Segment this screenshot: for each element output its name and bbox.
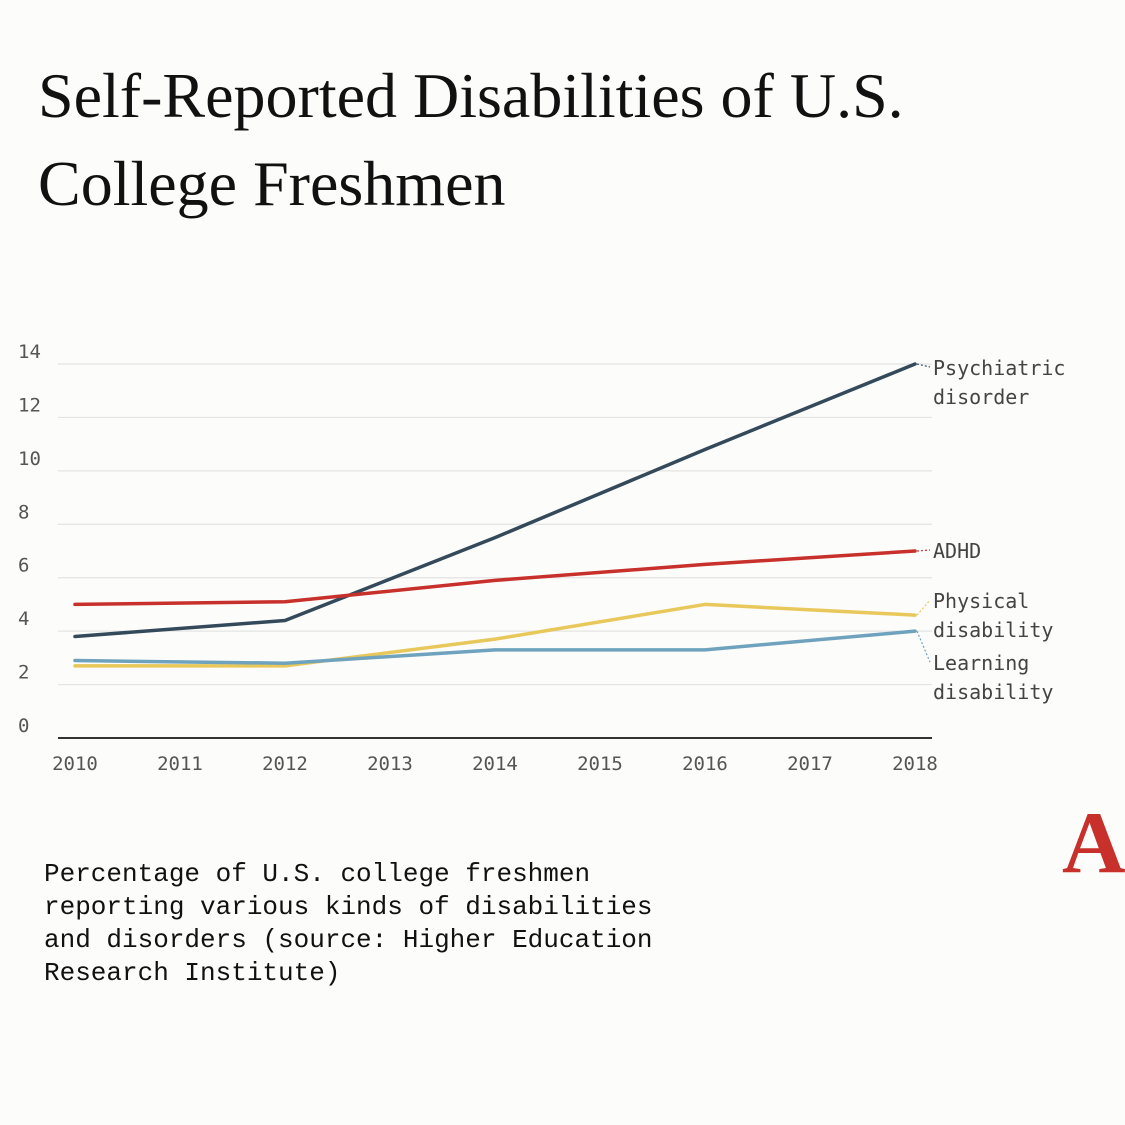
x-tick-label: 2010 [52,753,98,775]
series-lines [73,362,917,668]
chart-caption: Percentage of U.S. college freshmen repo… [44,859,653,988]
series-label-line: Learning [933,651,1029,675]
series-label-adhd: ADHD [916,539,981,563]
series-label-line: ADHD [933,539,981,563]
x-tick-label: 2014 [472,753,518,775]
series-label-line: Psychiatric [933,356,1065,380]
series-line-psychiatric-disorder [73,362,917,639]
label-leader [916,549,931,552]
axes: 0 2 4 6 8 10 12 14 2010 2011 2012 2013 2014 2015 2016 2… [18,341,938,775]
series-line-learning-disability [73,629,917,665]
x-tick-label: 2015 [577,753,623,775]
series-label-line: disorder [933,385,1029,409]
x-tick-label: 2017 [787,753,833,775]
series-line-physical-disability [73,602,917,668]
label-leader [916,599,931,616]
y-tick-label: 10 [18,448,41,470]
y-tick-label: 12 [18,394,41,416]
series-line-adhd [73,549,917,607]
y-tick-label: 0 [18,715,29,737]
series-labels: Psychiatric disorder ADHD Physical disabilit… [916,356,1065,704]
series-label-line: disability [933,680,1053,704]
y-tick-label: 2 [18,662,29,684]
y-tick-label: 8 [18,501,29,523]
x-tick-label: 2013 [367,753,413,775]
series-label-psychiatric-disorder: Psychiatric disorder [916,356,1065,409]
label-leader [916,630,931,663]
y-tick-label: 6 [18,555,29,577]
x-tick-label: 2011 [157,753,203,775]
publisher-logo: A [1062,795,1125,892]
series-label-physical-disability: Physical disability [916,589,1053,642]
x-tick-label: 2016 [682,753,728,775]
x-tick-label: 2012 [262,753,308,775]
x-tick-label: 2018 [892,753,938,775]
chart-title: Self-Reported Disabilities of U.S. Colle… [38,60,904,219]
series-label-line: disability [933,618,1053,642]
line-chart: 0 2 4 6 8 10 12 14 2010 2011 2012 2013 2014 2015 2016 2… [18,341,1065,775]
y-tick-label: 14 [18,341,41,363]
y-tick-label: 4 [18,608,29,630]
gridlines [58,363,932,686]
series-label-line: Physical [933,589,1029,613]
series-label-learning-disability: Learning disability [916,630,1053,704]
